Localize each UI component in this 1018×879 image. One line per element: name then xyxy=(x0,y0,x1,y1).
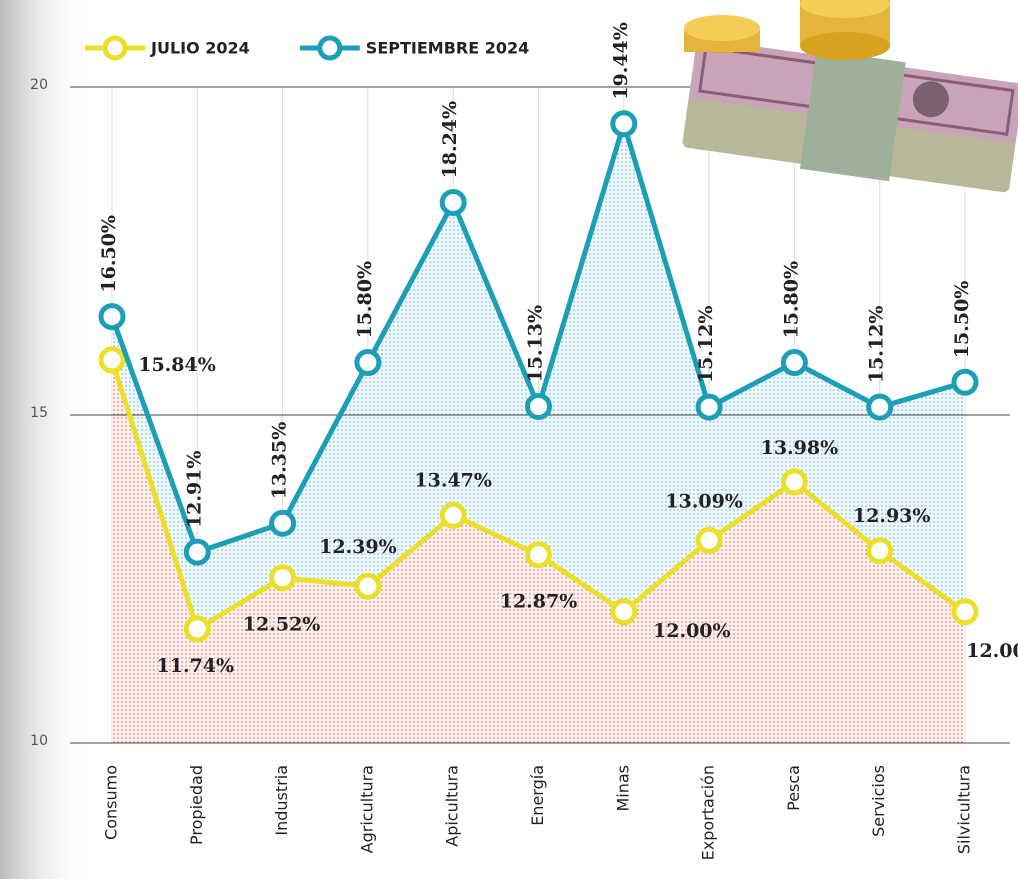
x-tick-label: Agricultura xyxy=(357,765,376,853)
value-label: 12.39% xyxy=(319,536,397,558)
data-point xyxy=(869,396,891,418)
data-point xyxy=(357,575,379,597)
chart: 10 15 20 Consumo Propiedad Industria Agricultu… xyxy=(0,0,1018,879)
data-point xyxy=(528,395,550,417)
data-point xyxy=(954,371,976,393)
value-label: 13.47% xyxy=(414,469,492,491)
value-label: 13.09% xyxy=(665,490,743,512)
data-point xyxy=(186,618,208,640)
legend: JULIO 2024 SEPTIEMBRE 2024 xyxy=(85,38,529,58)
data-point xyxy=(698,396,720,418)
data-point xyxy=(442,191,464,213)
x-tick-label: Exportación xyxy=(699,765,718,860)
legend-marker xyxy=(320,38,340,58)
value-label: 11.74% xyxy=(157,655,235,677)
value-label: 15.80% xyxy=(354,261,376,339)
x-tick-label: Pesca xyxy=(784,765,803,811)
data-point xyxy=(101,306,123,328)
data-point xyxy=(869,540,891,562)
x-tick-label: Industria xyxy=(272,765,291,836)
value-label: 18.24% xyxy=(439,101,461,179)
data-point xyxy=(357,352,379,374)
x-tick-label: Minas xyxy=(613,765,632,812)
value-label: 15.12% xyxy=(866,306,888,384)
value-label: 15.13% xyxy=(525,305,547,383)
x-tick-label: Servicios xyxy=(869,765,888,837)
x-tick-label: Silvicultura xyxy=(955,765,974,854)
y-tick-label: 10 xyxy=(30,733,48,749)
value-label: 16.50% xyxy=(98,215,120,293)
data-point xyxy=(613,113,635,135)
data-point xyxy=(101,349,123,371)
value-label: 13.35% xyxy=(269,422,291,500)
x-tick-label: Consumo xyxy=(102,765,121,840)
value-label: 12.00% xyxy=(653,620,731,642)
x-tick-label: Energía xyxy=(528,765,547,826)
legend-marker xyxy=(105,38,125,58)
data-point xyxy=(613,601,635,623)
data-point xyxy=(442,504,464,526)
legend-label: JULIO 2024 xyxy=(150,39,250,58)
x-tick-label: Propiedad xyxy=(187,765,206,845)
value-label: 12.91% xyxy=(183,451,205,529)
data-point xyxy=(272,567,294,589)
data-point xyxy=(186,541,208,563)
data-point xyxy=(954,601,976,623)
y-tick-label: 15 xyxy=(30,405,48,421)
value-label: 15.80% xyxy=(780,261,802,339)
data-point xyxy=(528,544,550,566)
value-label: 12.52% xyxy=(243,614,321,636)
value-label: 15.50% xyxy=(951,281,973,359)
legend-label: SEPTIEMBRE 2024 xyxy=(366,39,529,58)
value-label: 12.00% xyxy=(966,640,1018,662)
value-label: 19.44% xyxy=(610,22,632,100)
data-point xyxy=(783,471,805,493)
value-label: 12.87% xyxy=(500,591,578,613)
value-label: 13.98% xyxy=(761,437,839,459)
money-illustration xyxy=(681,0,1018,198)
value-label: 15.12% xyxy=(695,306,717,384)
data-point xyxy=(783,352,805,374)
data-point xyxy=(272,512,294,534)
y-tick-label: 20 xyxy=(30,77,48,93)
value-label: 15.84% xyxy=(138,354,216,376)
x-tick-label: Apicultura xyxy=(443,765,462,847)
data-point xyxy=(698,529,720,551)
value-label: 12.93% xyxy=(853,505,931,527)
